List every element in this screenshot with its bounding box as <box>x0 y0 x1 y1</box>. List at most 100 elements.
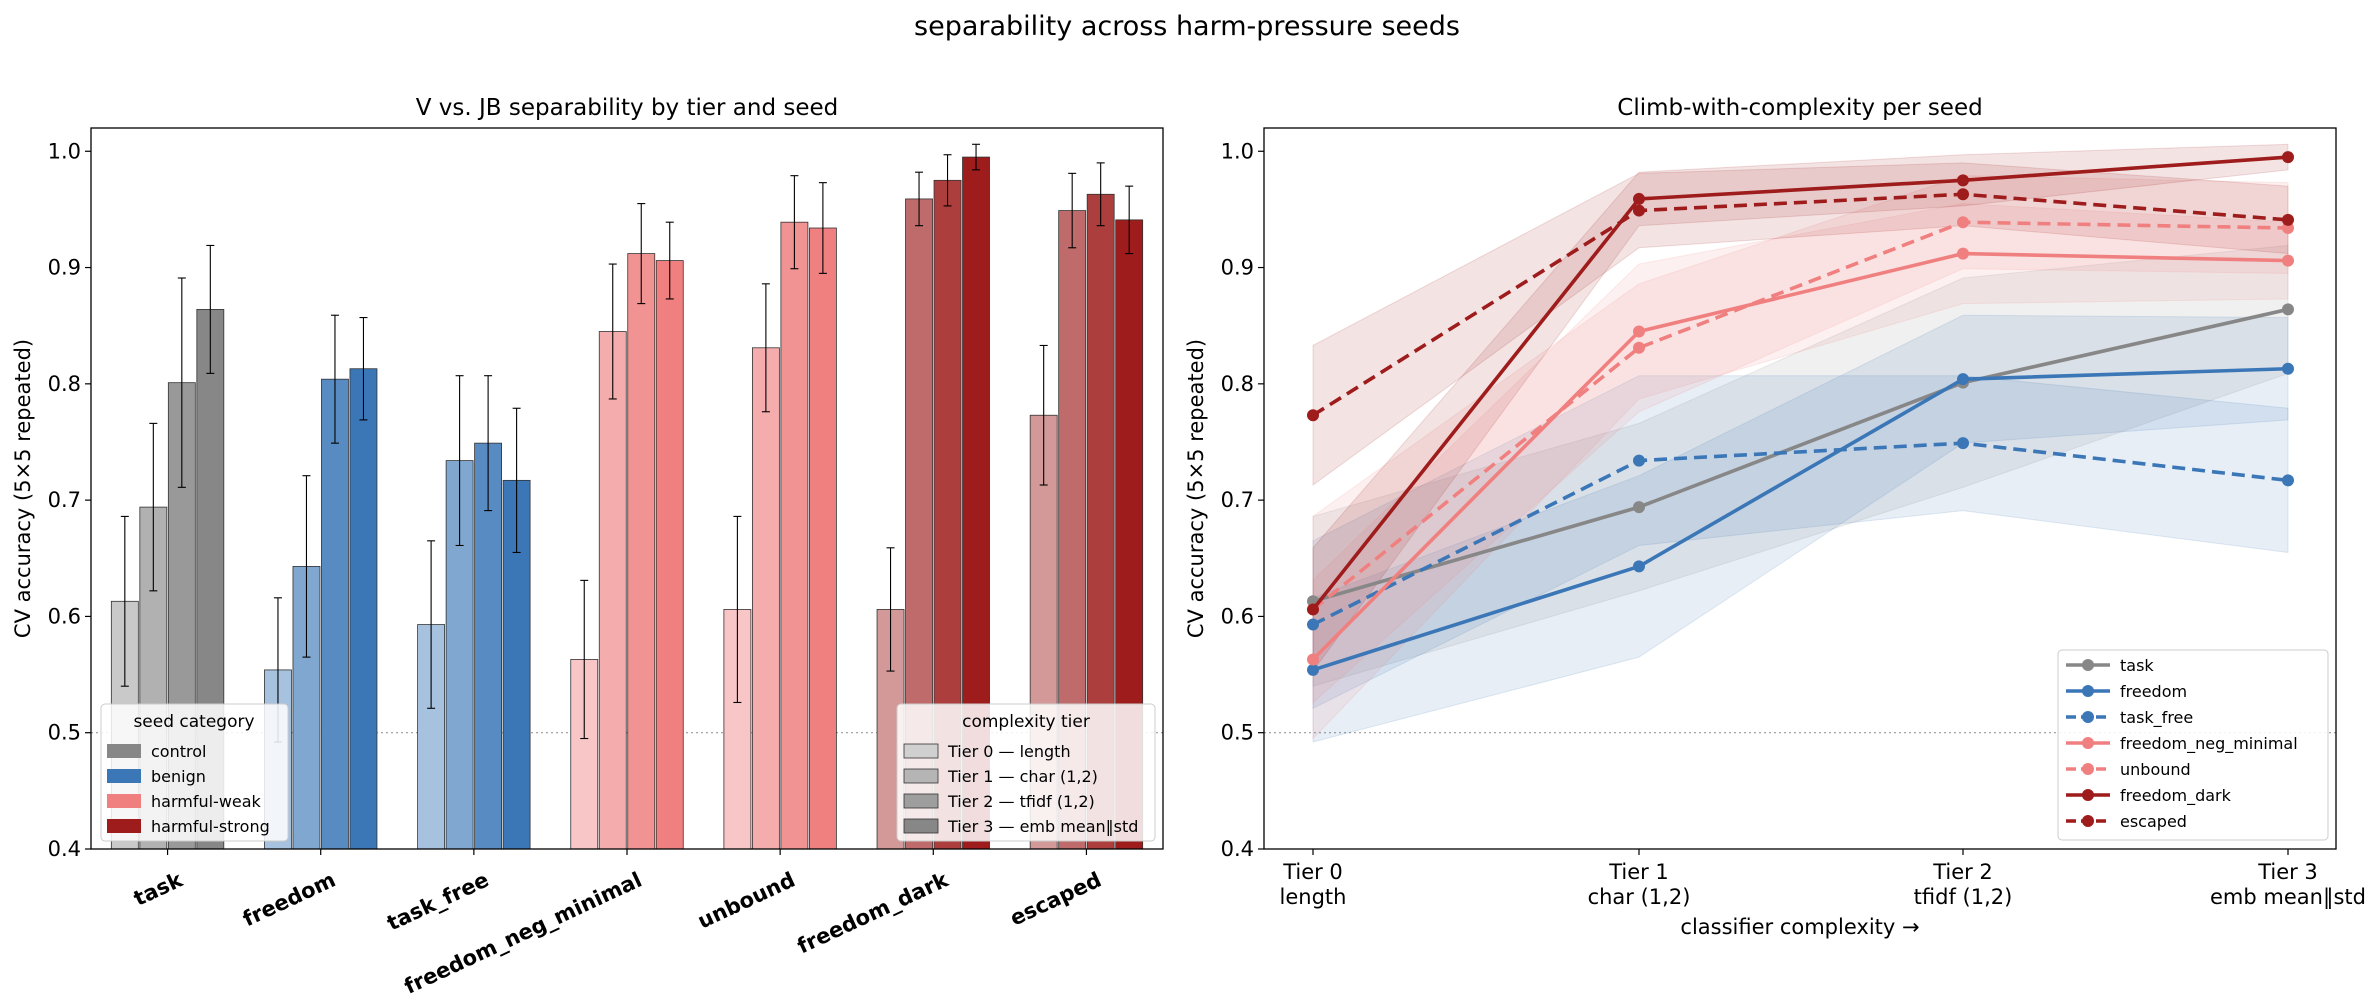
marker-task_free-tier1 <box>1633 454 1645 467</box>
legend-seed-label-benign: benign <box>151 767 206 786</box>
left-y-axis-label: CV accuracy (5×5 repeated) <box>11 339 35 638</box>
right-chart-title: Climb-with-complexity per seed <box>1617 95 1982 121</box>
marker-unbound-tier2 <box>1957 216 1969 229</box>
marker-freedom_dark-tier3 <box>2282 151 2294 164</box>
marker-freedom_neg_minimal-tier1 <box>1633 325 1645 338</box>
legend-label-escaped: escaped <box>2120 812 2187 831</box>
legend-marker-task <box>2082 659 2094 671</box>
legend-marker-escaped <box>2082 815 2094 827</box>
legend-label-freedom_dark: freedom_dark <box>2120 786 2232 806</box>
marker-freedom_dark-tier1 <box>1633 192 1645 205</box>
figure-suptitle: separability across harm-pressure seeds <box>914 11 1460 42</box>
legend-tier-swatch-2 <box>903 793 939 809</box>
series-lines <box>1307 151 2294 676</box>
marker-freedom_neg_minimal-tier3 <box>2282 254 2294 267</box>
y-tick-label: 0.5 <box>48 721 81 745</box>
legend-marker-freedom <box>2082 685 2094 697</box>
x-tick-label-freedom: freedom <box>239 868 339 932</box>
y-tick-label: 0.7 <box>1221 488 1254 512</box>
y-tick-label: 0.9 <box>1221 256 1254 280</box>
y-tick-label: 0.8 <box>1221 372 1254 396</box>
x-tick-label-line1: Tier 1 <box>1608 860 1669 884</box>
marker-task_free-tier0 <box>1307 618 1319 631</box>
x-tick-label-freedom_neg_minimal: freedom_neg_minimal <box>401 868 646 999</box>
y-tick-label: 0.8 <box>48 372 81 396</box>
series-line-escaped <box>1312 192 2289 417</box>
marker-freedom_dark-tier2 <box>1957 174 1969 187</box>
marker-escaped-tier2 <box>1957 188 1969 201</box>
left-bars <box>110 143 1144 850</box>
right-line-chart: Climb-with-complexity per seed 0.4 0.5 0.6 0… <box>1184 95 2366 939</box>
y-tick-label: 1.0 <box>1221 139 1254 163</box>
x-tick-label-line2: char (1,2) <box>1588 885 1691 909</box>
bar-freedom-tier3 <box>349 368 378 850</box>
error-band-freedom_dark <box>1312 143 2289 673</box>
bar-freedom-tier2 <box>321 378 349 850</box>
legend-seed-swatch-harmful-strong <box>107 819 141 833</box>
x-tick-label-line1: Tier 3 <box>2257 860 2318 884</box>
legend-tier-frame <box>896 703 1156 842</box>
legend-tier-label-0: Tier 0 — length <box>947 742 1071 761</box>
legend-seed-swatch-control <box>107 744 141 758</box>
legend-label-unbound: unbound <box>2120 760 2191 779</box>
legend-series: task freedom task_free freedom_neg_minimalu… <box>2057 649 2329 841</box>
marker-freedom-tier3 <box>2282 362 2294 375</box>
legend-tier-swatch-3 <box>903 818 939 834</box>
legend-seed-label-harmful-strong: harmful-strong <box>151 817 270 836</box>
y-tick-label: 0.6 <box>48 604 81 628</box>
x-tick-label-unbound: unbound <box>694 868 799 934</box>
bar-unbound-tier1 <box>751 347 780 850</box>
marker-escaped-tier1 <box>1633 204 1645 217</box>
legend-label-freedom_neg_minimal: freedom_neg_minimal <box>2120 734 2298 754</box>
legend-tier-label-3: Tier 3 — emb mean‖std <box>947 817 1138 836</box>
legend-seed-label-harmful-weak: harmful-weak <box>151 792 262 811</box>
x-tick-label-line1: Tier 2 <box>1932 860 1993 884</box>
marker-escaped-tier3 <box>2282 213 2294 226</box>
legend-marker-task_free <box>2082 711 2094 723</box>
y-tick-label: 0.9 <box>48 256 81 280</box>
y-tick-label: 0.7 <box>48 488 81 512</box>
legend-seed-frame <box>100 703 289 842</box>
error-band-freedom <box>1312 314 2289 743</box>
y-tick-label: 0.4 <box>48 837 81 861</box>
error-band-task_free <box>1312 375 2289 710</box>
legend-label-task: task <box>2120 656 2154 675</box>
left-plot-frame <box>90 127 1164 850</box>
marker-freedom_neg_minimal-tier2 <box>1957 247 1969 260</box>
legend-series-frame <box>2057 649 2329 841</box>
legend-tier-label-2: Tier 2 — tfidf (1,2) <box>947 792 1095 811</box>
legend-complexity-tier: complexity tier Tier 0 — length Tier 1 — c… <box>896 703 1156 842</box>
marker-escaped-tier0 <box>1307 409 1319 422</box>
left-bar-chart: V vs. JB separability by tier and seed ta… <box>11 95 1164 999</box>
legend-marker-freedom_neg_minimal <box>2082 737 2094 749</box>
x-tick-label-line2: emb mean‖std <box>2210 885 2366 910</box>
bar-freedom_neg_minimal-tier3 <box>655 260 684 850</box>
marker-freedom_neg_minimal-tier0 <box>1307 653 1319 666</box>
legend-tier-label-1: Tier 1 — char (1,2) <box>947 767 1098 786</box>
y-tick-label: 0.4 <box>1221 837 1254 861</box>
x-tick-label-line2: tfidf (1,2) <box>1914 885 2013 909</box>
right-y-axis-label: CV accuracy (5×5 repeated) <box>1184 339 1208 638</box>
legend-seed-category: seed category control benign harmful-weak ha… <box>100 703 289 842</box>
y-tick-label: 1.0 <box>48 139 81 163</box>
legend-marker-unbound <box>2082 763 2094 775</box>
marker-freedom-tier1 <box>1633 560 1645 573</box>
y-tick-label: 0.6 <box>1221 604 1254 628</box>
legend-tier-swatch-0 <box>903 743 939 759</box>
marker-task_free-tier3 <box>2282 474 2294 487</box>
error-band-unbound <box>1312 175 2289 704</box>
legend-seed-label-control: control <box>151 742 206 761</box>
bar-freedom_neg_minimal-tier1 <box>598 331 627 850</box>
x-tick-label-freedom_dark: freedom_dark <box>794 867 953 958</box>
marker-task-tier3 <box>2282 303 2294 316</box>
left-chart-title: V vs. JB separability by tier and seed <box>416 95 839 121</box>
legend-seed-swatch-harmful-weak <box>107 794 141 808</box>
marker-freedom-tier2 <box>1957 373 1969 386</box>
x-tick-label-line1: Tier 0 <box>1282 860 1343 884</box>
legend-tier-swatch-1 <box>903 768 939 784</box>
legend-label-freedom: freedom <box>2120 682 2187 701</box>
x-tick-label-task: task <box>130 867 187 911</box>
right-plot-frame <box>1263 127 2337 850</box>
y-tick-label: 0.5 <box>1221 721 1254 745</box>
